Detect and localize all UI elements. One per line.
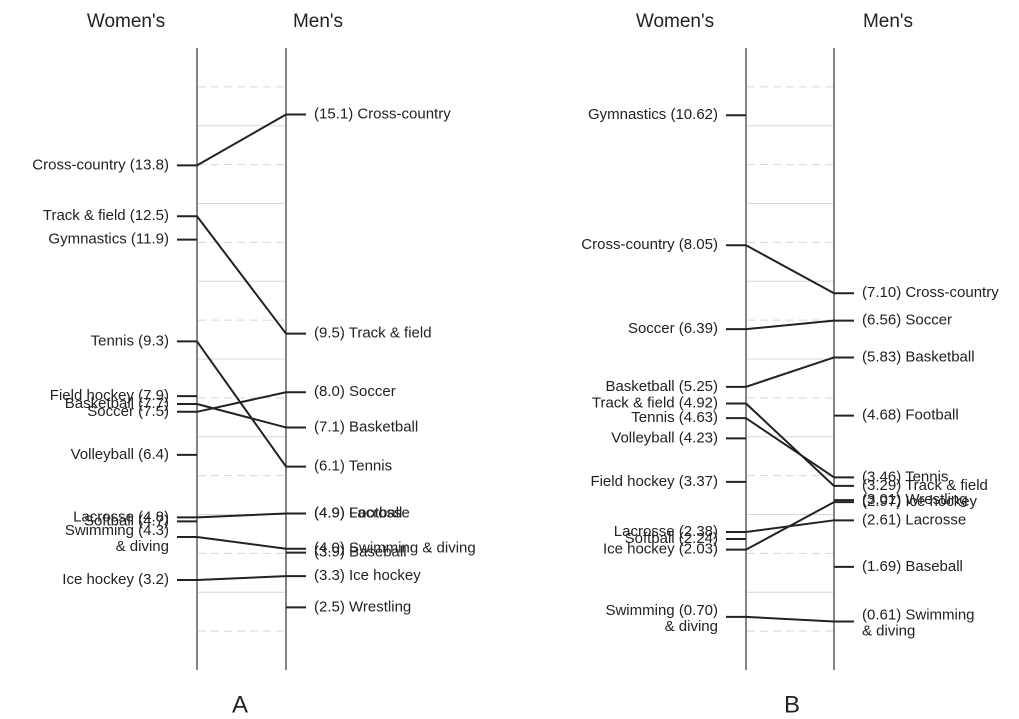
panel-b: Women's Men's Gymnastics (10.62) Cross-coun… <box>581 11 999 718</box>
panel-label: B <box>784 691 800 718</box>
mens-label: (9.5) Track & field <box>314 325 432 342</box>
womens-label: Track & field (12.5) <box>43 207 169 224</box>
womens-label: Ice hockey (2.03) <box>603 541 718 558</box>
womens-label: Cross-country (13.8) <box>32 156 169 173</box>
slope-line <box>196 113 287 167</box>
womens-label: Field hockey (7.9) <box>50 387 169 404</box>
slope-line <box>196 575 287 582</box>
mens-label: (5.83) Basketball <box>862 348 975 365</box>
womens-label: Field hockey (3.37) <box>590 473 718 490</box>
womens-label: Gymnastics (10.62) <box>588 106 718 123</box>
mens-label-line: & diving <box>862 622 915 639</box>
womens-label: Cross-country (8.05) <box>581 236 718 253</box>
slope-line <box>196 340 287 468</box>
womens-label: Swimming (4.3) & diving <box>65 522 169 555</box>
slope-line <box>745 615 835 623</box>
mens-label: (6.56) Soccer <box>862 312 952 329</box>
womens-label: Soccer (6.39) <box>628 320 718 337</box>
slope-line <box>196 535 287 550</box>
womens-label: Volleyball (4.23) <box>611 429 718 446</box>
slope-line <box>745 501 835 551</box>
slope-line <box>745 319 835 331</box>
slope-line <box>196 391 287 413</box>
mens-label: (4.68) Football <box>862 407 959 424</box>
slope-line <box>745 417 835 479</box>
mens-label-line: (0.61) Swimming <box>862 606 975 623</box>
slope-line <box>196 215 287 335</box>
mens-header: Men's <box>293 11 343 32</box>
womens-label: Track & field (4.92) <box>592 394 718 411</box>
womens-label: Gymnastics (11.9) <box>48 231 169 248</box>
womens-label: Basketball (7.7) <box>65 395 169 412</box>
mens-label: (3.9) Baseball <box>314 544 407 561</box>
womens-label: Swimming (0.70) & diving <box>605 602 718 635</box>
womens-label: Soccer (7.5) <box>87 403 169 420</box>
womens-label: Softball (4.7) <box>84 512 169 529</box>
mens-header: Men's <box>863 11 913 32</box>
womens-label-line: Swimming (4.3) <box>65 522 169 539</box>
slope-line <box>745 402 835 487</box>
womens-header: Women's <box>636 11 714 32</box>
slope-line <box>745 244 835 295</box>
mens-label: (3.3) Ice hockey <box>314 567 421 584</box>
mens-label: (0.61) Swimming & diving <box>862 606 975 639</box>
panel-label: A <box>232 691 248 718</box>
mens-label: (1.69) Baseball <box>862 558 963 575</box>
womens-label: Ice hockey (3.2) <box>62 571 169 588</box>
slope-line <box>196 512 287 519</box>
mens-label: (7.10) Cross-country <box>862 284 999 301</box>
mens-label: (4.0) Swimming & diving <box>314 540 476 557</box>
mens-label: (8.0) Soccer <box>314 383 396 400</box>
womens-label: Tennis (9.3) <box>91 332 169 349</box>
mens-label: (15.1) Cross-country <box>314 105 451 122</box>
band-gridlines <box>747 86 833 632</box>
mens-label: (4.9) Lacrosse <box>314 504 410 521</box>
mens-label: (3.01) Wrestling <box>862 491 968 508</box>
womens-label-line: & diving <box>116 538 169 555</box>
mens-label: (3.29) Track & field <box>862 477 988 494</box>
womens-header: Women's <box>87 11 165 32</box>
panel-a: Women's Men's Cross-country (13.8) Track & … <box>32 11 475 718</box>
womens-label: Softball (2.24) <box>625 530 718 547</box>
mens-label: (6.1) Tennis <box>314 458 392 475</box>
mens-label: (4.9) Football <box>314 504 402 521</box>
mens-label: (2.97) Ice hockey <box>862 493 978 510</box>
womens-label: Basketball (5.25) <box>605 378 718 395</box>
womens-label: Tennis (4.63) <box>631 409 718 426</box>
womens-label-line: Swimming (0.70) <box>605 602 718 619</box>
mens-label: (7.1) Basketball <box>314 418 418 435</box>
womens-label: Lacrosse (4.8) <box>73 508 169 525</box>
slope-line <box>745 356 835 388</box>
mens-label: (2.61) Lacrosse <box>862 511 966 528</box>
band-gridlines <box>198 86 285 632</box>
womens-label: Volleyball (6.4) <box>71 446 169 463</box>
mens-label: (3.46) Tennis <box>862 468 948 485</box>
womens-label-line: & diving <box>665 618 718 635</box>
womens-label: Lacrosse (2.38) <box>614 523 718 540</box>
mens-label: (2.5) Wrestling <box>314 598 411 615</box>
